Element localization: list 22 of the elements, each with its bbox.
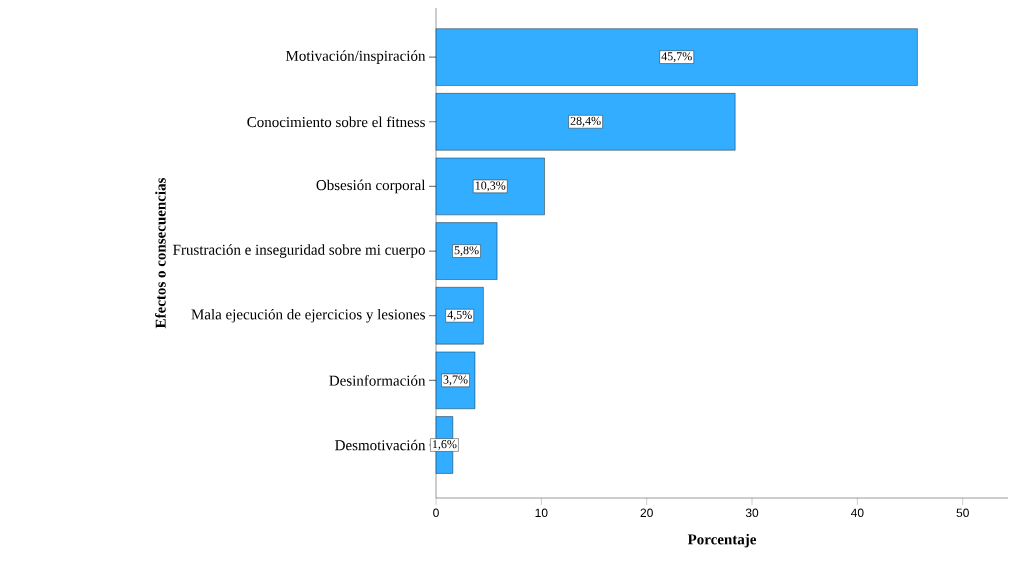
y-tick-label: Mala ejecución de ejercicios y lesiones [191,308,425,323]
data-label: 45,7% [661,52,692,63]
y-tick-label: Conocimiento sobre el fitness [247,116,425,128]
x-tick-label: 0 [433,508,439,518]
y-tick-label: Desinformación [329,375,426,386]
data-label: 3,7% [443,375,468,386]
data-label: 5,8% [454,246,479,256]
y-tick-label: Motivación/inspiración [285,50,426,64]
y-axis-title: Efectos o consecuencias [155,177,166,329]
x-tick-label: 20 [640,508,653,518]
data-label: 28,4% [570,116,601,127]
x-axis-title: Porcentaje [687,533,757,548]
data-label: 1,6% [432,440,457,450]
x-tick-label: 40 [850,508,864,518]
x-tick-label: 30 [745,508,759,518]
x-tick-label: 50 [956,508,969,518]
data-label: 4,5% [447,310,472,321]
y-tick-label: Desmotivación [335,439,426,451]
data-label: 10,3% [475,181,506,192]
y-tick-label: Frustración e inseguridad sobre mi cuerpo [173,244,425,258]
x-tick-label: 10 [535,508,548,518]
y-tick-label: Obsesión corporal [316,179,426,194]
